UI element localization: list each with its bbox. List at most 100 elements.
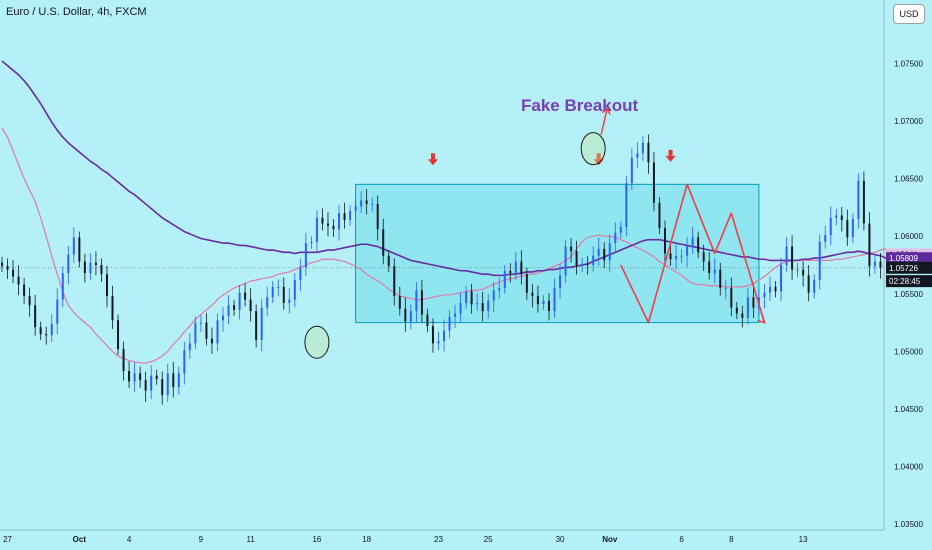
candle-body <box>315 217 318 242</box>
candle-body <box>139 373 142 381</box>
candle-body <box>260 307 263 340</box>
candle-body <box>321 217 324 224</box>
price-tick-label: 1.04000 <box>894 463 923 472</box>
candle-body <box>12 269 15 277</box>
candle-body <box>752 297 755 308</box>
time-tick-label: 9 <box>199 535 204 544</box>
price-tag-box <box>886 261 932 274</box>
candle-body <box>255 311 258 340</box>
ema-slow-line <box>1 60 892 277</box>
candle-body <box>514 261 517 274</box>
candle-body <box>166 373 169 396</box>
candle-body <box>746 297 749 318</box>
candle-body <box>288 299 291 304</box>
candle-body <box>619 226 622 233</box>
candle-body <box>100 265 103 275</box>
candle-body <box>199 322 202 324</box>
candle-body <box>503 270 506 289</box>
candle-body <box>691 237 694 246</box>
candle-body <box>233 305 236 310</box>
price-tick-label: 1.05000 <box>894 347 923 356</box>
candle-body <box>520 261 523 275</box>
candle-body <box>39 327 42 335</box>
price-tick-label: 1.07000 <box>894 117 923 126</box>
price-tag-box <box>886 252 932 265</box>
candle-body <box>426 314 429 327</box>
candle-body <box>879 261 882 268</box>
time-tick-label: 8 <box>729 535 734 544</box>
candle-body <box>111 296 114 321</box>
candle-body <box>376 203 379 230</box>
candle-body <box>271 286 274 298</box>
candle-body <box>222 315 224 321</box>
candle-body <box>487 300 490 312</box>
fake-breakout-label: Fake Breakout <box>521 96 639 115</box>
candle-body <box>338 213 341 230</box>
candle-body <box>343 213 346 221</box>
price-tick-label: 1.05500 <box>894 290 923 299</box>
candle-body <box>50 323 53 336</box>
candle-body <box>708 261 711 274</box>
candle-body <box>304 243 307 268</box>
candle-body <box>188 343 191 351</box>
candle-body <box>431 326 434 344</box>
candle-body <box>34 305 37 328</box>
candle-body <box>67 254 70 274</box>
candle-body <box>365 200 368 204</box>
candle-body <box>547 300 550 312</box>
candle-body <box>531 292 534 297</box>
candle-body <box>658 202 661 229</box>
candle-body <box>625 183 628 227</box>
candle-body <box>768 286 771 293</box>
candle-body <box>818 241 821 280</box>
time-tick-label: Nov <box>602 535 618 544</box>
price-tick-label: 1.03500 <box>894 520 923 529</box>
candle-body <box>675 255 678 260</box>
candle-body <box>398 296 401 309</box>
candle-body <box>17 276 20 285</box>
candle-body <box>194 322 197 344</box>
candle-body <box>586 263 589 265</box>
highlight-circle <box>304 325 330 359</box>
candle-body <box>846 220 849 238</box>
candle-body <box>448 316 451 331</box>
candle-body <box>802 269 805 276</box>
candle-body <box>664 228 666 254</box>
candle-body <box>310 241 313 244</box>
time-tick-label: 25 <box>484 535 493 544</box>
time-tick-label: 6 <box>679 535 684 544</box>
candle-body <box>161 379 164 396</box>
time-tick-label: 16 <box>312 535 321 544</box>
candle-body <box>785 246 788 265</box>
candle-body <box>564 246 567 276</box>
candle-body <box>415 290 418 312</box>
down-arrow-head <box>427 159 438 166</box>
price-tag-label: 02:28:45 <box>889 277 921 286</box>
candle-body <box>266 297 269 308</box>
candle-body <box>553 288 556 312</box>
candle-body <box>702 252 705 262</box>
candle-body <box>354 206 357 211</box>
candle-body <box>459 303 462 314</box>
candle-body <box>465 291 468 304</box>
candle-body <box>443 330 445 342</box>
candle-body <box>387 255 390 267</box>
candle-body <box>791 246 794 270</box>
candle-body <box>72 237 75 255</box>
candle-body <box>840 215 843 221</box>
candle-body <box>614 232 617 244</box>
candle-body <box>420 290 423 315</box>
down-arrow-shaft <box>668 149 673 156</box>
symbol-title[interactable]: Euro / U.S. Dollar, 4h, FXCM <box>6 6 147 18</box>
candle-body <box>326 223 329 226</box>
candle-body <box>172 373 175 388</box>
candle-body <box>807 275 810 293</box>
candle-body <box>371 203 374 205</box>
candle-body <box>559 275 562 289</box>
candle-body <box>851 218 854 238</box>
currency-button[interactable]: USD <box>893 4 925 24</box>
candle-body <box>713 269 716 274</box>
projection-path <box>620 183 766 324</box>
candle-body <box>216 320 219 344</box>
